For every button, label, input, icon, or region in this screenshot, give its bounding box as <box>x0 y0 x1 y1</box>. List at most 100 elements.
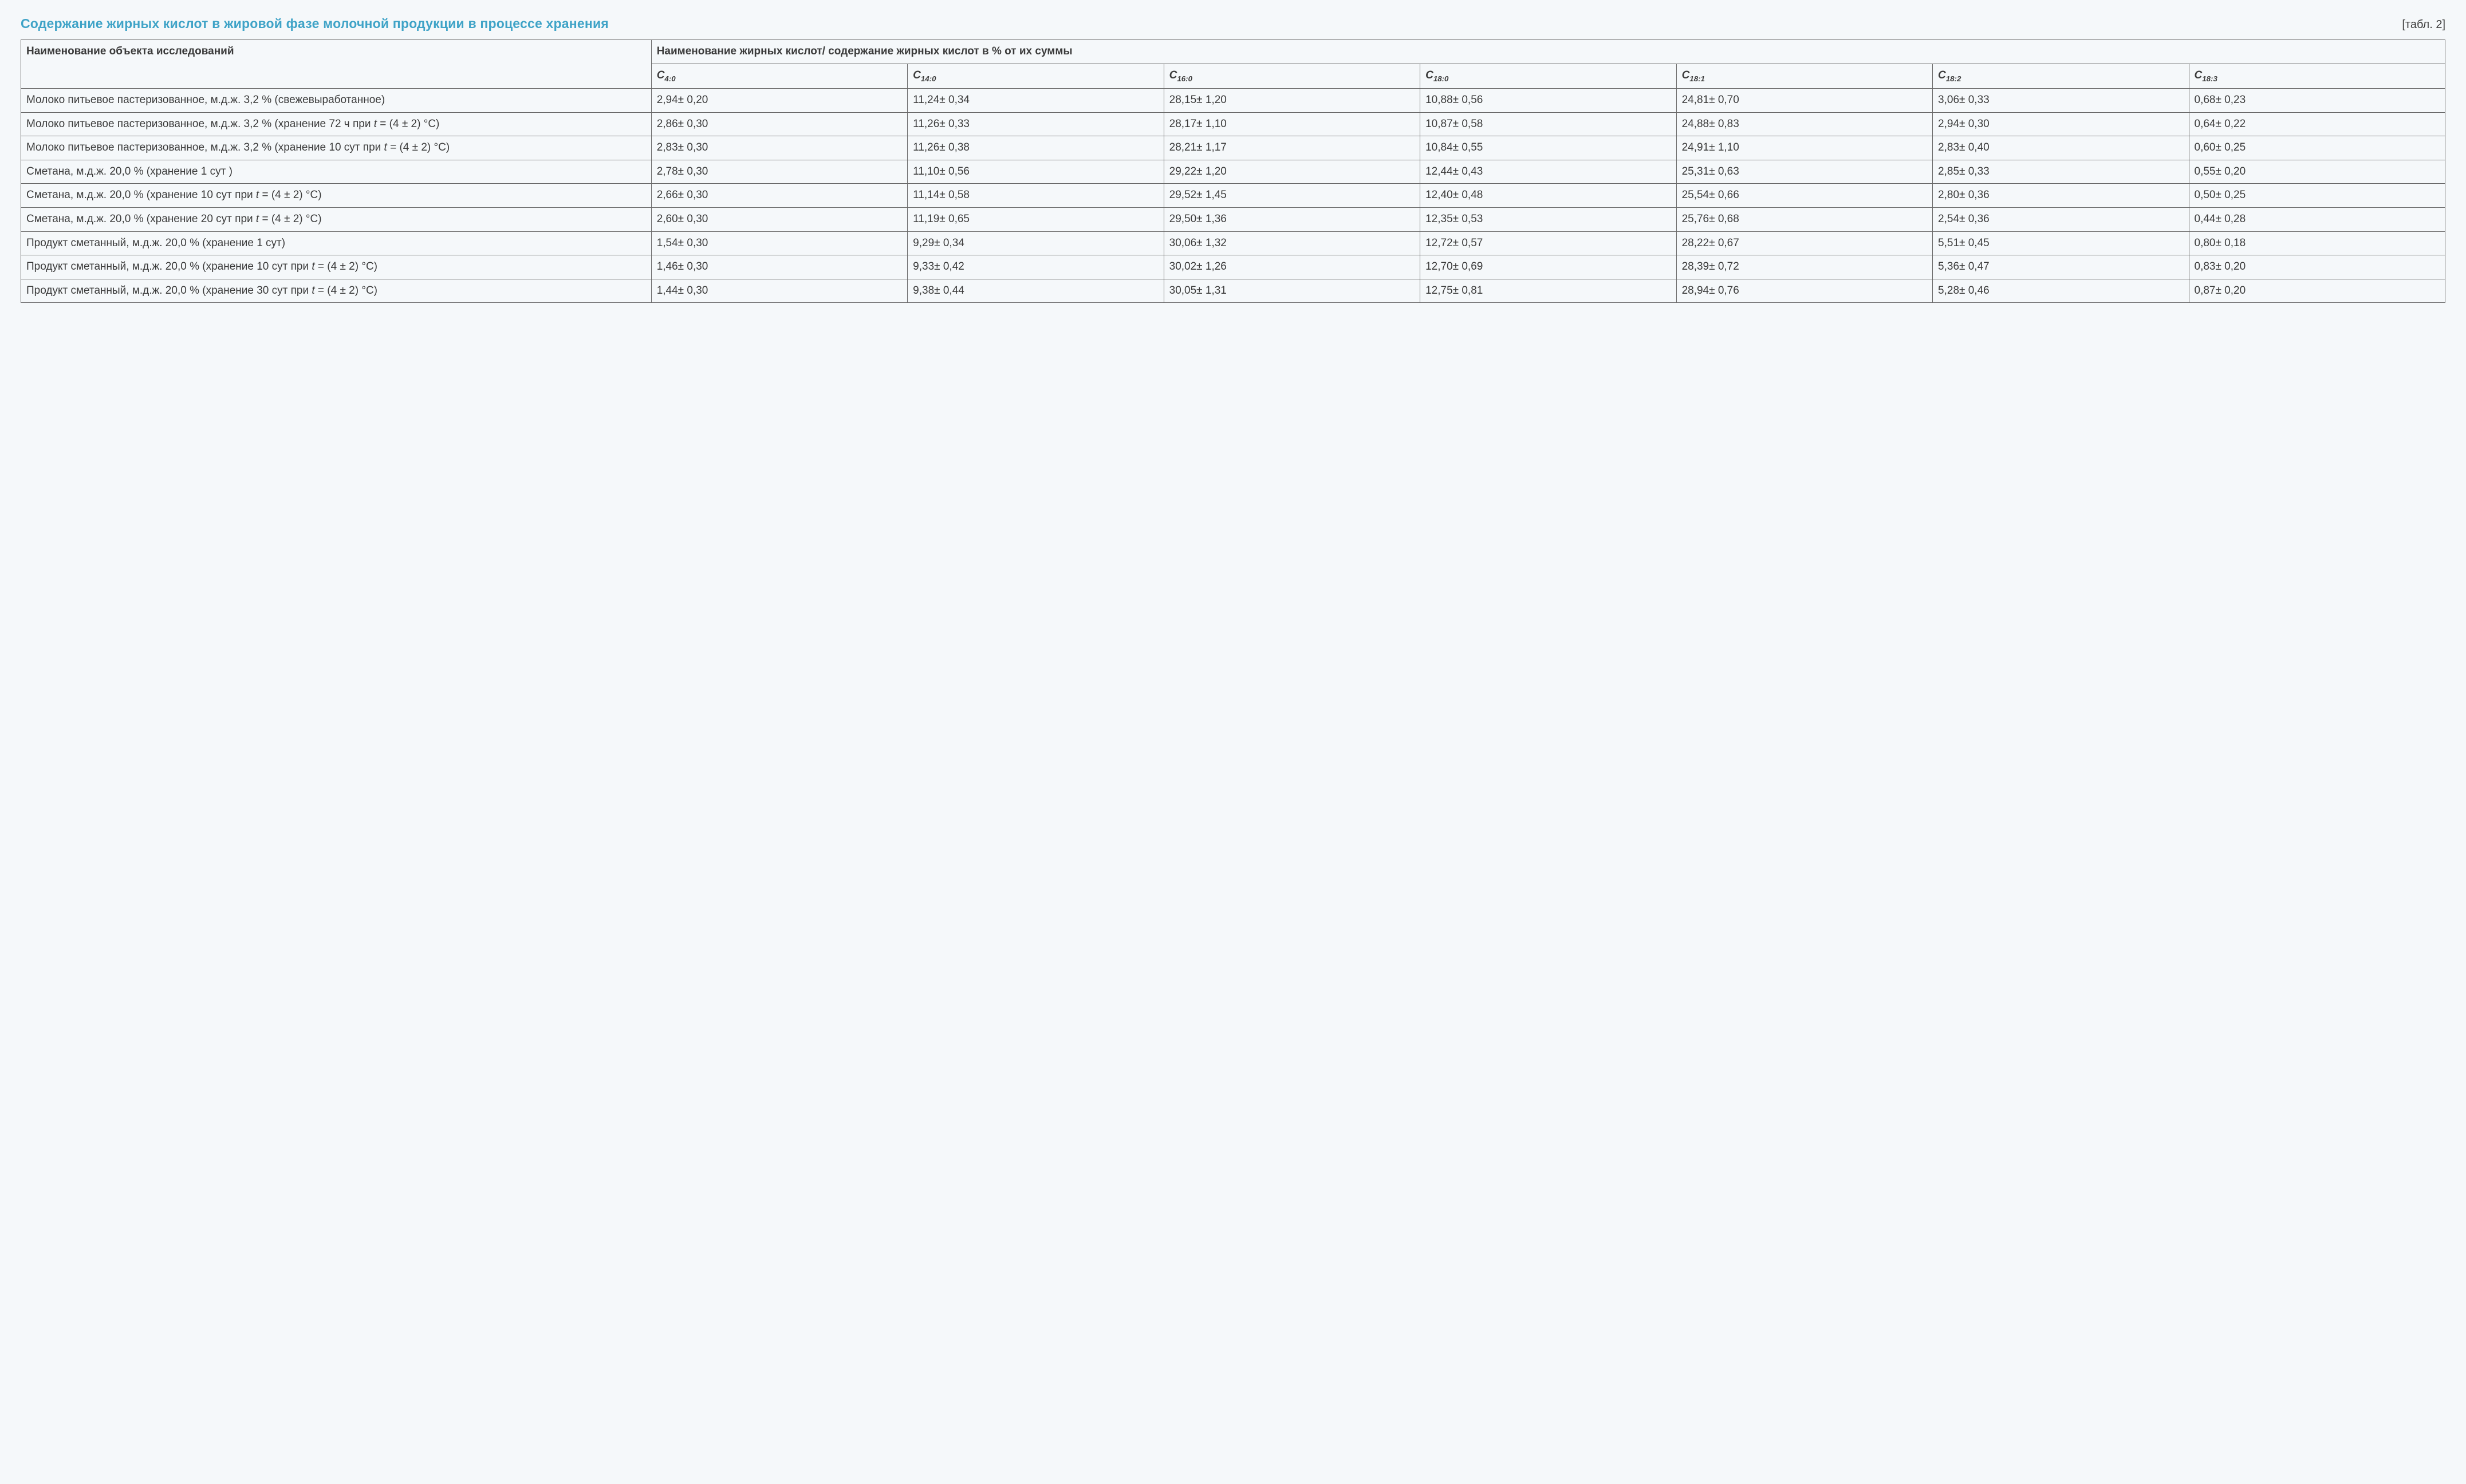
value-cell: 24,91± 1,10 <box>1676 136 1932 160</box>
col-header-subscript: 18:3 <box>2202 74 2217 82</box>
row-name-text: = (4 ± 2) °C) <box>315 285 377 297</box>
value-cell: 2,94± 0,20 <box>651 89 907 113</box>
value-cell: 0,83± 0,20 <box>2189 255 2445 279</box>
col-header-c-16-0: C16:0 <box>1164 64 1420 88</box>
table-row: Сметана, м.д.ж. 20,0 % (хранение 10 сут … <box>21 184 2445 208</box>
row-name-text: = (4 ± 2) °C) <box>377 118 439 130</box>
col-header-symbol: C <box>1682 69 1690 81</box>
row-name-text: Молоко питьевое пастеризованное, м.д.ж. … <box>26 118 374 130</box>
value-cell: 11,26± 0,33 <box>908 112 1164 136</box>
col-header-symbol: C <box>1169 69 1177 81</box>
value-cell: 3,06± 0,33 <box>1933 89 2189 113</box>
value-cell: 2,94± 0,30 <box>1933 112 2189 136</box>
value-cell: 30,06± 1,32 <box>1164 231 1420 255</box>
value-cell: 29,22± 1,20 <box>1164 160 1420 184</box>
row-name-cell: Продукт сметанный, м.д.ж. 20,0 % (хранен… <box>21 255 652 279</box>
value-cell: 11,14± 0,58 <box>908 184 1164 208</box>
value-cell: 5,28± 0,46 <box>1933 279 2189 303</box>
row-name-text: Продукт сметанный, м.д.ж. 20,0 % (хранен… <box>26 285 312 297</box>
row-name-cell: Продукт сметанный, м.д.ж. 20,0 % (хранен… <box>21 231 652 255</box>
value-cell: 11,19± 0,65 <box>908 207 1164 231</box>
value-cell: 25,54± 0,66 <box>1676 184 1932 208</box>
value-cell: 12,44± 0,43 <box>1420 160 1676 184</box>
value-cell: 25,76± 0,68 <box>1676 207 1932 231</box>
value-cell: 2,80± 0,36 <box>1933 184 2189 208</box>
col-header-subscript: 4:0 <box>664 74 675 82</box>
table-row: Продукт сметанный, м.д.ж. 20,0 % (хранен… <box>21 279 2445 303</box>
col-header-symbol: C <box>657 69 665 81</box>
value-cell: 11,10± 0,56 <box>908 160 1164 184</box>
value-cell: 9,33± 0,42 <box>908 255 1164 279</box>
row-name-text: Сметана, м.д.ж. 20,0 % (хранение 1 сут ) <box>26 165 233 177</box>
col-header-subscript: 18:2 <box>1946 74 1961 82</box>
value-cell: 10,88± 0,56 <box>1420 89 1676 113</box>
value-cell: 28,94± 0,76 <box>1676 279 1932 303</box>
page-header: Содержание жирных кислот в жировой фазе … <box>21 16 2445 31</box>
col-header-symbol: C <box>1938 69 1946 81</box>
col-header-c-4-0: C4:0 <box>651 64 907 88</box>
col-header-subscript: 18:1 <box>1689 74 1705 82</box>
col-header-c-18-1: C18:1 <box>1676 64 1932 88</box>
value-cell: 0,80± 0,18 <box>2189 231 2445 255</box>
col-header-symbol: C <box>913 69 921 81</box>
col-header-span: Наименование жирных кислот/ содержание ж… <box>651 40 2445 64</box>
value-cell: 2,86± 0,30 <box>651 112 907 136</box>
col-header-name: Наименование объекта исследований <box>21 40 652 89</box>
row-name-text: Сметана, м.д.ж. 20,0 % (хранение 20 сут … <box>26 213 256 225</box>
value-cell: 29,52± 1,45 <box>1164 184 1420 208</box>
fatty-acids-table: Наименование объекта исследований Наимен… <box>21 40 2445 303</box>
table-head: Наименование объекта исследований Наимен… <box>21 40 2445 89</box>
value-cell: 2,83± 0,40 <box>1933 136 2189 160</box>
value-cell: 5,51± 0,45 <box>1933 231 2189 255</box>
value-cell: 2,54± 0,36 <box>1933 207 2189 231</box>
value-cell: 12,72± 0,57 <box>1420 231 1676 255</box>
value-cell: 1,54± 0,30 <box>651 231 907 255</box>
row-name-text: Молоко питьевое пастеризованное, м.д.ж. … <box>26 141 384 153</box>
value-cell: 9,38± 0,44 <box>908 279 1164 303</box>
value-cell: 2,66± 0,30 <box>651 184 907 208</box>
value-cell: 2,78± 0,30 <box>651 160 907 184</box>
col-header-c-18-0: C18:0 <box>1420 64 1676 88</box>
value-cell: 1,46± 0,30 <box>651 255 907 279</box>
value-cell: 28,21± 1,17 <box>1164 136 1420 160</box>
row-name-cell: Сметана, м.д.ж. 20,0 % (хранение 10 сут … <box>21 184 652 208</box>
col-header-subscript: 16:0 <box>1177 74 1192 82</box>
table-row: Молоко питьевое пастеризованное, м.д.ж. … <box>21 89 2445 113</box>
value-cell: 2,85± 0,33 <box>1933 160 2189 184</box>
value-cell: 28,15± 1,20 <box>1164 89 1420 113</box>
table-row: Продукт сметанный, м.д.ж. 20,0 % (хранен… <box>21 255 2445 279</box>
table-row: Сметана, м.д.ж. 20,0 % (хранение 20 сут … <box>21 207 2445 231</box>
row-name-cell: Продукт сметанный, м.д.ж. 20,0 % (хранен… <box>21 279 652 303</box>
value-cell: 12,40± 0,48 <box>1420 184 1676 208</box>
col-header-subscript: 18:0 <box>1433 74 1449 82</box>
value-cell: 2,83± 0,30 <box>651 136 907 160</box>
table-row: Сметана, м.д.ж. 20,0 % (хранение 1 сут )… <box>21 160 2445 184</box>
value-cell: 0,87± 0,20 <box>2189 279 2445 303</box>
value-cell: 0,64± 0,22 <box>2189 112 2445 136</box>
table-body: Молоко питьевое пастеризованное, м.д.ж. … <box>21 89 2445 303</box>
row-name-text: Молоко питьевое пастеризованное, м.д.ж. … <box>26 94 385 106</box>
value-cell: 2,60± 0,30 <box>651 207 907 231</box>
page-title: Содержание жирных кислот в жировой фазе … <box>21 16 609 31</box>
value-cell: 10,87± 0,58 <box>1420 112 1676 136</box>
row-name-text: = (4 ± 2) °C) <box>259 213 321 225</box>
table-label: [табл. 2] <box>2402 18 2445 31</box>
value-cell: 29,50± 1,36 <box>1164 207 1420 231</box>
col-header-c-18-2: C18:2 <box>1933 64 2189 88</box>
value-cell: 0,44± 0,28 <box>2189 207 2445 231</box>
value-cell: 30,05± 1,31 <box>1164 279 1420 303</box>
table-row: Молоко питьевое пастеризованное, м.д.ж. … <box>21 112 2445 136</box>
col-header-symbol: C <box>2195 69 2203 81</box>
value-cell: 5,36± 0,47 <box>1933 255 2189 279</box>
value-cell: 30,02± 1,26 <box>1164 255 1420 279</box>
value-cell: 11,24± 0,34 <box>908 89 1164 113</box>
value-cell: 0,55± 0,20 <box>2189 160 2445 184</box>
col-header-c-18-3: C18:3 <box>2189 64 2445 88</box>
row-name-text: = (4 ± 2) °C) <box>259 189 321 201</box>
value-cell: 0,50± 0,25 <box>2189 184 2445 208</box>
value-cell: 9,29± 0,34 <box>908 231 1164 255</box>
value-cell: 28,17± 1,10 <box>1164 112 1420 136</box>
table-row: Продукт сметанный, м.д.ж. 20,0 % (хранен… <box>21 231 2445 255</box>
value-cell: 24,88± 0,83 <box>1676 112 1932 136</box>
value-cell: 0,68± 0,23 <box>2189 89 2445 113</box>
